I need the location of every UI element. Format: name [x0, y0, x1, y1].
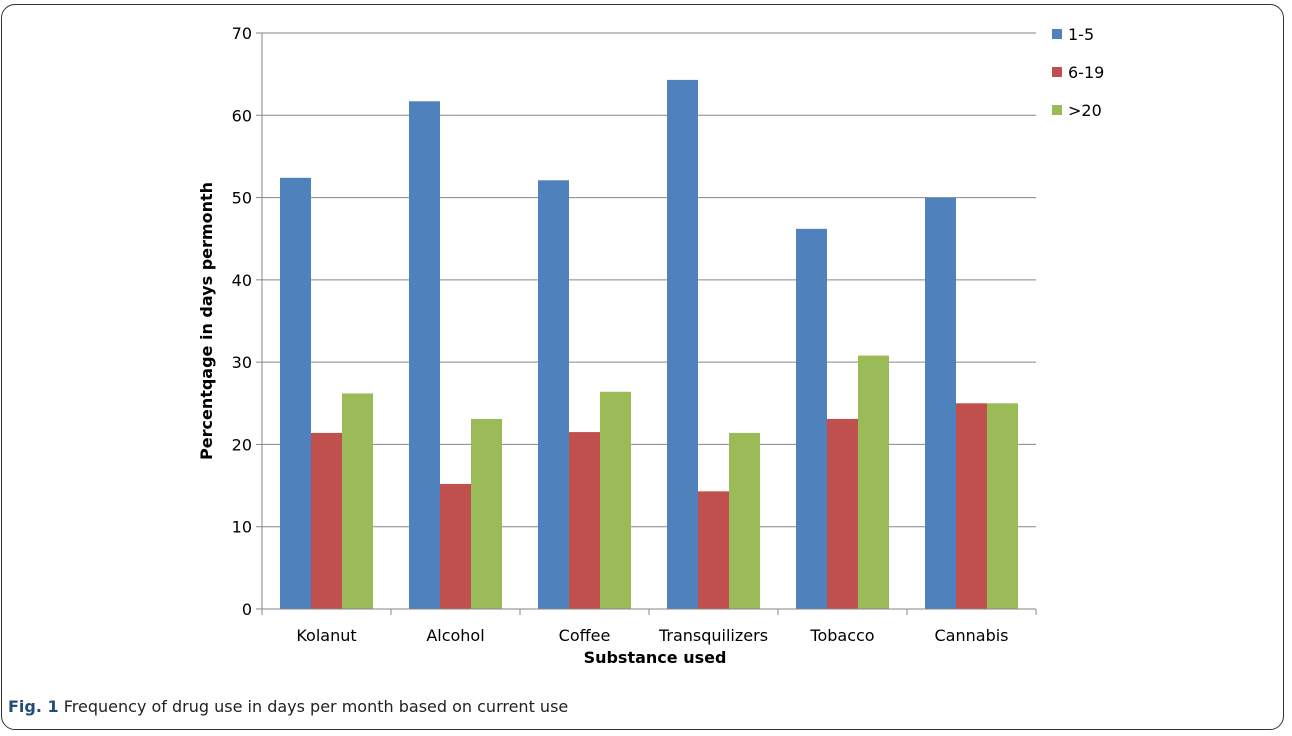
legend-swatch — [1052, 67, 1062, 77]
y-tick-label: 40 — [232, 271, 252, 290]
bar-coffee-series-3 — [600, 391, 631, 609]
y-tick-label: 0 — [242, 600, 252, 619]
bar-transquilizers-series-1 — [667, 79, 698, 610]
legend: 1-5 6-19 >20 — [1052, 25, 1104, 120]
caption-text: Frequency of drug use in days per month … — [63, 697, 569, 716]
tick-labels: 0 10 20 30 40 50 60 70 Kolanut Alcohol Coffee Trans… — [232, 24, 1009, 645]
x-tick-label: Kolanut — [296, 626, 356, 645]
bar-cannabis-series-2 — [956, 403, 987, 609]
bar-tobacco-series-3 — [858, 355, 889, 609]
x-tick-label: Tobacco — [809, 626, 874, 645]
y-tick-label: 30 — [232, 353, 252, 372]
bar-kolanut-series-3 — [342, 393, 373, 609]
bar-tobacco-series-2 — [827, 418, 858, 609]
bars — [280, 79, 1018, 610]
axes — [256, 32, 1037, 615]
y-tick-label: 60 — [232, 106, 252, 125]
bar-cannabis-series-1 — [925, 197, 956, 610]
legend-label: >20 — [1068, 101, 1102, 120]
bar-transquilizers-series-3 — [729, 432, 760, 609]
bar-alcohol-series-1 — [409, 101, 440, 609]
caption-label: Fig. 1 — [8, 697, 59, 716]
legend-swatch — [1052, 105, 1062, 115]
y-tick-label: 10 — [232, 518, 252, 537]
bar-kolanut-series-2 — [311, 432, 342, 609]
legend-label: 1-5 — [1068, 25, 1094, 44]
bar-chart: 0 10 20 30 40 50 60 70 Kolanut Alcohol Coffee Trans… — [197, 24, 1104, 667]
legend-swatch — [1052, 29, 1062, 39]
x-tick-label: Coffee — [559, 626, 611, 645]
gridlines — [262, 32, 1036, 528]
bar-alcohol-series-2 — [440, 483, 471, 609]
figure-caption: Fig. 1 Frequency of drug use in days per… — [8, 697, 568, 716]
bar-coffee-series-1 — [538, 180, 569, 609]
y-tick-label: 70 — [232, 24, 252, 43]
x-tick-label: Transquilizers — [658, 626, 768, 645]
bar-cannabis-series-3 — [987, 403, 1018, 609]
x-tick-label: Alcohol — [426, 626, 484, 645]
y-axis-title: Percentqage in days permonth — [197, 182, 216, 460]
bar-transquilizers-series-2 — [698, 491, 729, 609]
y-tick-label: 20 — [232, 435, 252, 454]
y-tick-label: 50 — [232, 189, 252, 208]
bar-tobacco-series-1 — [796, 228, 827, 609]
x-axis-title: Substance used — [584, 648, 727, 667]
bar-alcohol-series-3 — [471, 418, 502, 609]
x-tick-label: Cannabis — [935, 626, 1009, 645]
legend-label: 6-19 — [1068, 63, 1104, 82]
bar-coffee-series-2 — [569, 432, 600, 609]
bar-kolanut-series-1 — [280, 177, 311, 609]
